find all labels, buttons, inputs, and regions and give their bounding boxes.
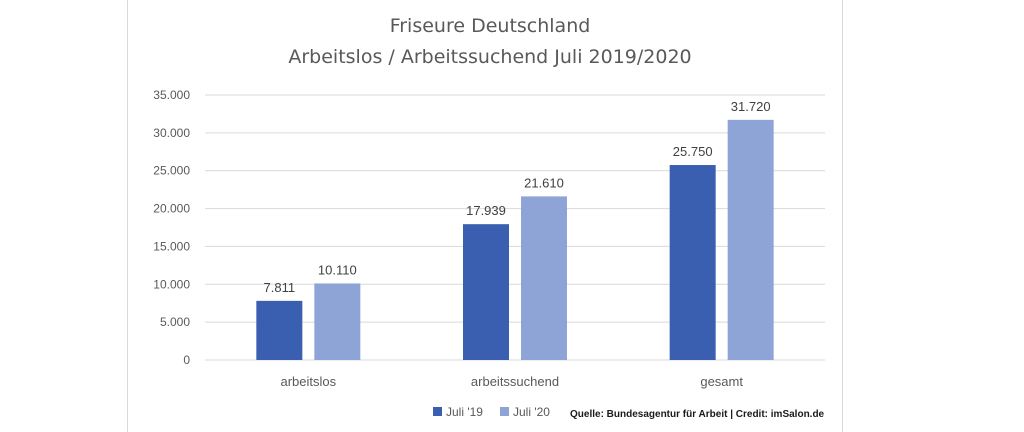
- bar-gesamt-Juli19: [669, 165, 716, 360]
- legend: Juli '19 Juli '20: [433, 405, 550, 419]
- x-axis-categories: arbeitslos arbeitssuchend gesamt: [281, 374, 744, 389]
- legend-swatch: [500, 407, 509, 416]
- bar-arbeitssuchend-Juli19: [463, 224, 509, 360]
- data-label: 25.750: [673, 144, 713, 159]
- bars: 7.811 10.110 17.939 21.610 25.750 31.720: [256, 99, 774, 360]
- y-tick-label: 10.000: [153, 277, 190, 291]
- bar-arbeitslos-Juli20: [314, 283, 361, 360]
- y-tick-label: 15.000: [153, 239, 190, 253]
- legend-label: Juli '20: [513, 405, 550, 419]
- y-axis-ticks: 0 5.000 10.000 15.000 20.000 25.000 30.000 35.0…: [153, 88, 190, 367]
- chart-subtitle: Arbeitslos / Arbeitssuchend Juli 2019/20…: [288, 46, 691, 68]
- legend-swatch: [433, 407, 442, 416]
- bar-arbeitssuchend-Juli20: [521, 196, 567, 360]
- data-label: 31.720: [731, 99, 771, 114]
- bar-arbeitslos-Juli19: [256, 300, 303, 360]
- x-category-label: arbeitssuchend: [471, 374, 559, 389]
- data-label: 21.610: [524, 175, 564, 190]
- y-tick-label: 5.000: [160, 315, 190, 329]
- x-category-label: gesamt: [700, 374, 743, 389]
- chart-title: Friseure Deutschland: [390, 15, 591, 37]
- legend-label: Juli '19: [446, 405, 483, 419]
- y-tick-label: 30.000: [153, 126, 190, 140]
- data-label: 17.939: [466, 203, 506, 218]
- y-tick-label: 25.000: [153, 164, 190, 178]
- gridlines: [205, 94, 825, 361]
- source-note: Quelle: Bundesagentur für Arbeit | Credi…: [570, 409, 825, 420]
- data-label: 7.811: [264, 280, 296, 295]
- y-tick-label: 20.000: [153, 202, 190, 216]
- y-tick-label: 35.000: [153, 88, 190, 102]
- bar-gesamt-Juli20: [727, 119, 774, 360]
- x-category-label: arbeitslos: [281, 374, 337, 389]
- data-label: 10.110: [318, 262, 357, 277]
- y-tick-label: 0: [183, 353, 190, 367]
